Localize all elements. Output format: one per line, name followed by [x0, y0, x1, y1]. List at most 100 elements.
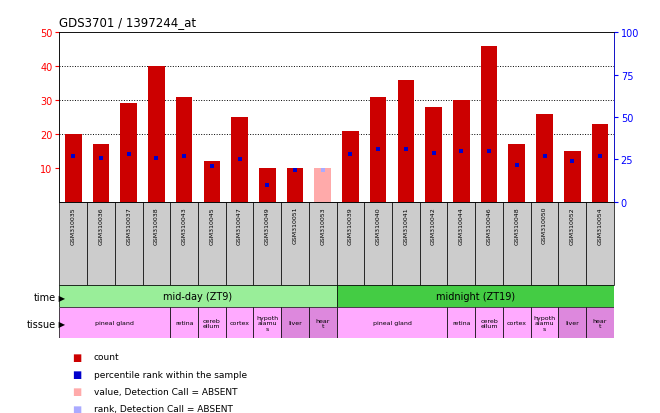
Bar — [253, 202, 281, 285]
Bar — [508, 145, 525, 202]
Text: GSM310037: GSM310037 — [126, 206, 131, 244]
Text: GSM310044: GSM310044 — [459, 206, 464, 244]
Text: GSM310036: GSM310036 — [98, 206, 104, 244]
Bar — [536, 114, 553, 202]
Bar — [59, 202, 87, 285]
Bar — [170, 308, 198, 339]
Text: GSM310054: GSM310054 — [597, 206, 603, 244]
Bar — [253, 308, 281, 339]
Text: GSM310046: GSM310046 — [486, 206, 492, 244]
Bar — [370, 97, 387, 202]
Text: tissue: tissue — [27, 319, 56, 329]
Bar — [503, 308, 531, 339]
Text: hear
t: hear t — [315, 318, 330, 328]
Bar — [453, 101, 470, 202]
Bar — [281, 202, 309, 285]
Text: GSM310040: GSM310040 — [376, 206, 381, 244]
Text: retina: retina — [175, 320, 193, 326]
Bar — [337, 308, 447, 339]
Text: liver: liver — [288, 320, 302, 326]
Text: ▶: ▶ — [56, 293, 65, 302]
Bar — [397, 81, 414, 202]
Bar — [475, 202, 503, 285]
Text: cereb
ellum: cereb ellum — [480, 318, 498, 328]
Text: cereb
ellum: cereb ellum — [203, 318, 220, 328]
Text: GSM310045: GSM310045 — [209, 206, 214, 244]
Bar — [259, 169, 276, 202]
Bar — [115, 202, 143, 285]
Bar — [425, 107, 442, 202]
Text: GSM310043: GSM310043 — [182, 206, 187, 244]
Text: GSM310039: GSM310039 — [348, 206, 353, 244]
Text: ■: ■ — [73, 369, 82, 379]
Text: retina: retina — [452, 320, 471, 326]
Text: GSM310051: GSM310051 — [292, 206, 298, 244]
Bar — [558, 308, 586, 339]
Bar — [286, 169, 304, 202]
Bar — [148, 67, 165, 202]
Bar — [337, 285, 614, 308]
Text: GSM310035: GSM310035 — [71, 206, 76, 244]
Bar — [342, 131, 359, 202]
Bar — [591, 124, 609, 202]
Text: time: time — [34, 292, 56, 302]
Bar — [120, 104, 137, 202]
Text: ■: ■ — [73, 404, 82, 413]
Text: percentile rank within the sample: percentile rank within the sample — [94, 370, 247, 379]
Bar — [281, 308, 309, 339]
Text: hypoth
alamu
s: hypoth alamu s — [256, 315, 279, 331]
Bar — [558, 202, 586, 285]
Bar — [314, 169, 331, 202]
Bar — [447, 308, 475, 339]
Bar — [475, 308, 503, 339]
Text: GSM310041: GSM310041 — [403, 206, 409, 244]
Bar — [231, 118, 248, 202]
Bar — [92, 145, 110, 202]
Text: mid-day (ZT9): mid-day (ZT9) — [164, 291, 232, 301]
Bar — [59, 308, 170, 339]
Text: pineal gland: pineal gland — [96, 320, 134, 326]
Text: GSM310049: GSM310049 — [265, 206, 270, 244]
Bar — [203, 162, 220, 202]
Bar — [176, 97, 193, 202]
Bar — [531, 202, 558, 285]
Text: count: count — [94, 352, 119, 361]
Bar — [59, 285, 337, 308]
Text: GSM310047: GSM310047 — [237, 206, 242, 244]
Bar — [87, 202, 115, 285]
Text: GSM310052: GSM310052 — [570, 206, 575, 244]
Bar — [143, 202, 170, 285]
Bar — [309, 202, 337, 285]
Bar — [364, 202, 392, 285]
Bar — [309, 308, 337, 339]
Text: GDS3701 / 1397244_at: GDS3701 / 1397244_at — [59, 16, 197, 29]
Bar — [392, 202, 420, 285]
Text: hear
t: hear t — [593, 318, 607, 328]
Text: liver: liver — [566, 320, 579, 326]
Bar — [531, 308, 558, 339]
Text: ■: ■ — [73, 352, 82, 362]
Bar — [420, 202, 447, 285]
Bar — [447, 202, 475, 285]
Bar — [337, 202, 364, 285]
Bar — [170, 202, 198, 285]
Text: GSM310048: GSM310048 — [514, 206, 519, 244]
Bar — [503, 202, 531, 285]
Text: GSM310042: GSM310042 — [431, 206, 436, 244]
Text: pineal gland: pineal gland — [373, 320, 411, 326]
Bar — [480, 47, 498, 202]
Text: value, Detection Call = ABSENT: value, Detection Call = ABSENT — [94, 387, 237, 396]
Text: rank, Detection Call = ABSENT: rank, Detection Call = ABSENT — [94, 404, 232, 413]
Text: hypoth
alamu
s: hypoth alamu s — [533, 315, 556, 331]
Bar — [586, 308, 614, 339]
Bar — [586, 202, 614, 285]
Text: GSM310050: GSM310050 — [542, 206, 547, 244]
Text: midnight (ZT19): midnight (ZT19) — [436, 291, 515, 301]
Bar — [226, 308, 253, 339]
Text: GSM310053: GSM310053 — [320, 206, 325, 244]
Text: cortex: cortex — [507, 320, 527, 326]
Text: GSM310038: GSM310038 — [154, 206, 159, 244]
Bar — [564, 152, 581, 202]
Text: ■: ■ — [73, 387, 82, 396]
Bar — [198, 202, 226, 285]
